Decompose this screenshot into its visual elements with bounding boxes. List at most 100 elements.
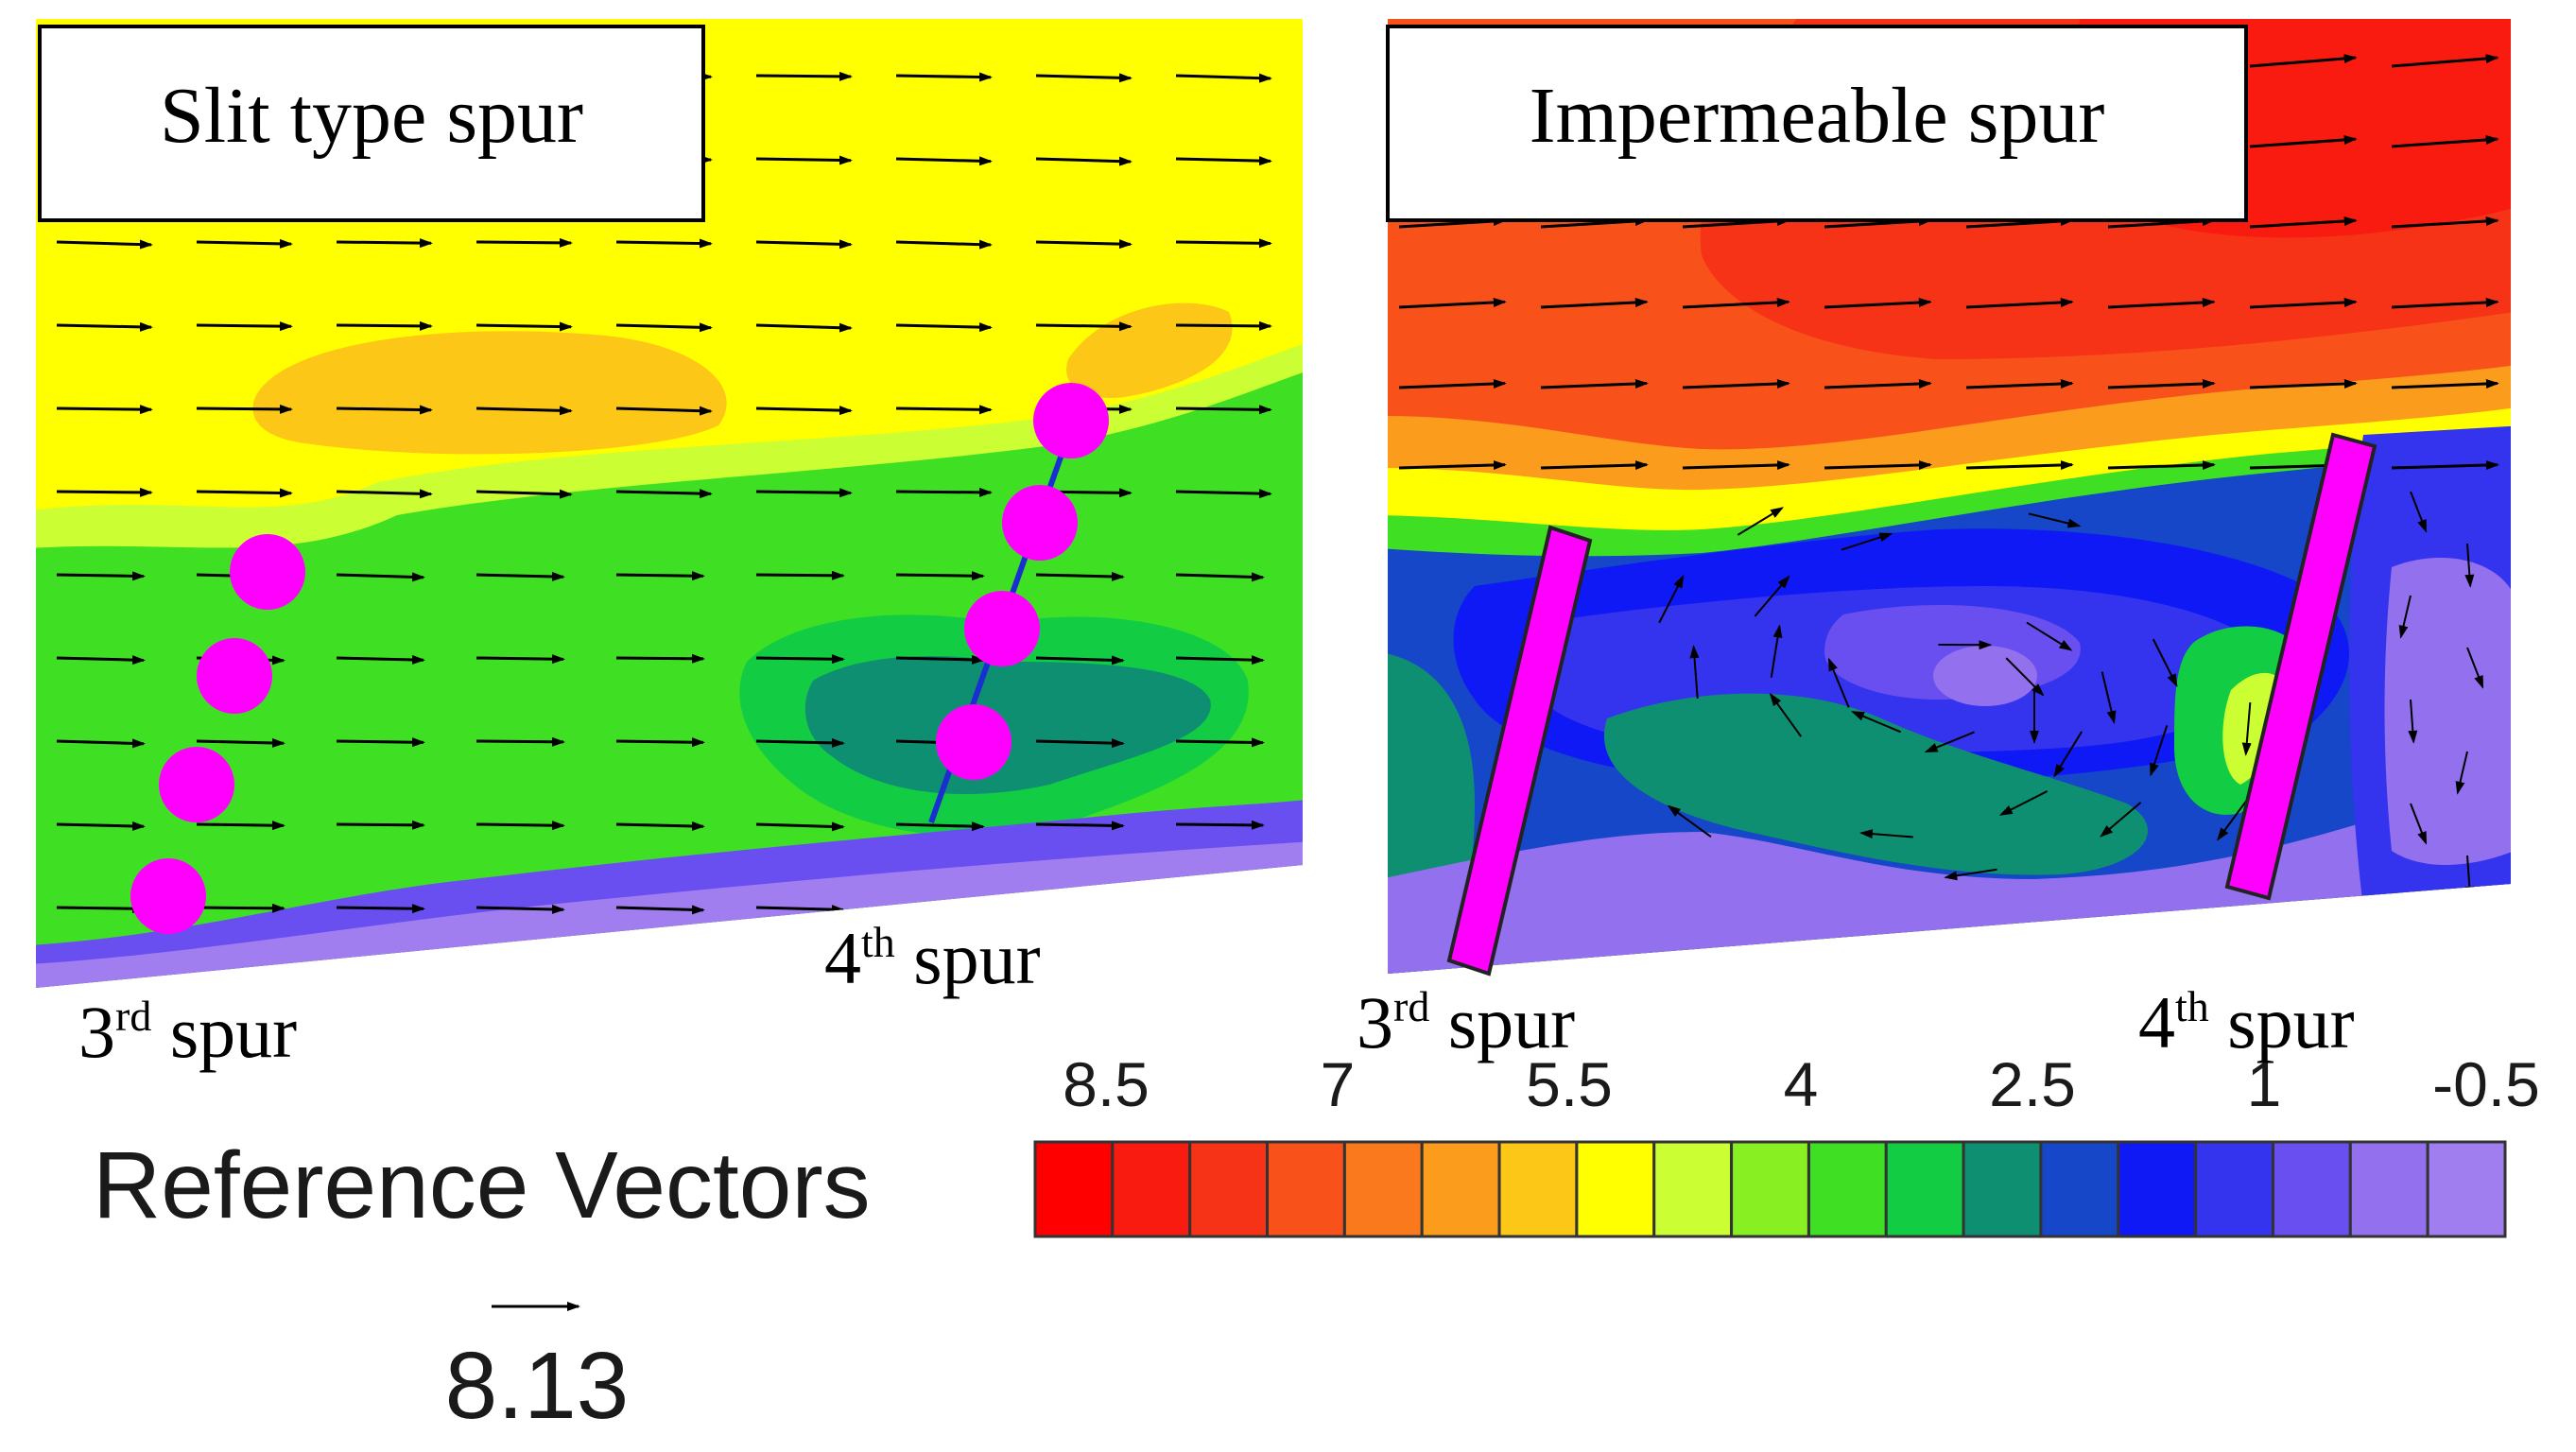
velocity-vector	[615, 653, 705, 664]
velocity-vector	[615, 238, 713, 249]
velocity-vector	[2152, 638, 2178, 687]
velocity-vector	[475, 489, 573, 499]
velocity-vector	[755, 71, 853, 81]
velocity-vector	[56, 405, 153, 415]
color-scale-swatch	[1575, 1140, 1656, 1238]
velocity-vector	[1658, 574, 1685, 624]
velocity-vector	[1859, 829, 1913, 839]
velocity-vector	[336, 820, 425, 830]
velocity-vector	[2101, 671, 2117, 725]
color-scale-swatch	[1807, 1140, 1888, 1238]
spur-pile	[936, 704, 1011, 780]
velocity-vector	[1540, 298, 1649, 309]
velocity-vector	[2391, 216, 2499, 229]
velocity-vector	[336, 489, 433, 499]
velocity-vector	[196, 404, 293, 414]
velocity-vector	[1175, 489, 1272, 499]
velocity-vector	[1824, 379, 1932, 389]
velocity-vector	[755, 905, 845, 915]
velocity-vector	[56, 321, 153, 332]
velocity-vector	[1035, 655, 1125, 666]
velocity-vector	[1175, 405, 1272, 415]
color-scale-swatch	[1730, 1140, 1810, 1238]
velocity-vector	[895, 571, 985, 581]
velocity-vector	[1682, 460, 1790, 470]
velocity-vector	[2249, 135, 2358, 148]
velocity-vector	[895, 487, 993, 497]
color-scale-tick-label: 5.5	[1526, 1049, 1613, 1119]
color-scale-swatch	[2271, 1140, 2352, 1238]
color-scale-swatch	[1111, 1140, 1192, 1238]
velocity-vector	[1398, 460, 1507, 470]
velocity-vector	[2464, 543, 2475, 588]
velocity-vector	[1035, 156, 1132, 166]
velocity-vector	[2150, 725, 2169, 777]
color-scale-tick-labels: 8.5 7 5.5 4 2.5 1 -0.5	[1063, 1049, 2540, 1119]
velocity-vector	[2398, 595, 2412, 639]
velocity-vector	[895, 904, 985, 914]
velocity-vector	[2107, 298, 2216, 309]
contour-band-orange-patch	[252, 331, 727, 455]
velocity-vector	[1824, 460, 1932, 470]
velocity-vector	[336, 572, 425, 582]
velocity-vector	[615, 737, 705, 748]
velocity-vector	[1175, 320, 1272, 331]
velocity-vector	[2391, 298, 2499, 309]
velocity-vector	[1398, 298, 1507, 309]
velocity-vector	[895, 239, 993, 250]
velocity-vector	[1035, 571, 1125, 581]
velocity-vector	[56, 239, 153, 250]
color-scale-swatch	[1884, 1140, 1965, 1238]
velocity-vector	[475, 571, 565, 581]
velocity-vector	[196, 488, 293, 498]
velocity-vector	[2217, 797, 2250, 841]
velocity-vector	[1175, 737, 1265, 748]
right-panel-title-box	[1386, 25, 2248, 222]
velocity-vector	[1035, 821, 1125, 831]
spur-pile	[130, 858, 206, 934]
velocity-vector	[2249, 216, 2358, 229]
right-3rd-spur-label: 3rd spur	[1357, 981, 1575, 1063]
velocity-vector	[1682, 379, 1790, 389]
velocity-vector	[475, 321, 573, 332]
left-panel-title-box	[38, 25, 705, 222]
velocity-vector	[895, 156, 993, 166]
velocity-vector	[1035, 738, 1125, 749]
velocity-vector	[475, 654, 565, 665]
color-scale-swatch	[1266, 1140, 1346, 1238]
velocity-vector	[2410, 491, 2428, 533]
velocity-vector	[2249, 298, 2358, 309]
velocity-vector	[1689, 645, 1700, 700]
velocity-vector	[755, 239, 853, 250]
velocity-vector	[1175, 238, 1272, 249]
reference-vectors-label: Reference Vectors	[93, 1132, 871, 1238]
velocity-vector	[615, 821, 705, 831]
velocity-vector	[755, 654, 845, 665]
color-scale-swatch	[1962, 1140, 2043, 1238]
velocity-vector	[2391, 54, 2499, 68]
color-scale-swatch	[2348, 1140, 2429, 1238]
right-3rd-spur-wall	[1446, 525, 1593, 977]
left-panel-title: Slit type spur	[160, 72, 583, 160]
velocity-vector	[56, 655, 146, 666]
velocity-vector	[1251, 987, 1265, 988]
right-4th-spur-wall	[2224, 432, 2377, 901]
velocity-vector	[2107, 460, 2216, 470]
velocity-vector	[755, 488, 853, 498]
color-scale-swatch	[2194, 1140, 2274, 1238]
velocity-vector	[615, 571, 705, 581]
velocity-vector	[1827, 657, 1850, 708]
velocity-vector	[2249, 54, 2358, 68]
velocity-vector	[1667, 804, 1712, 838]
color-scale-tick-label: 8.5	[1063, 1049, 1150, 1119]
velocity-vector	[2241, 701, 2252, 756]
velocity-vector	[2466, 647, 2484, 689]
velocity-vector	[336, 320, 433, 331]
velocity-vector	[615, 489, 713, 499]
color-scale-swatch	[2117, 1140, 2198, 1238]
velocity-vector	[1111, 986, 1125, 988]
velocity-vector	[336, 238, 433, 249]
velocity-vector	[1682, 298, 1790, 309]
color-scale-swatch	[2039, 1140, 2120, 1238]
left-3rd-spur-piles	[130, 534, 305, 934]
